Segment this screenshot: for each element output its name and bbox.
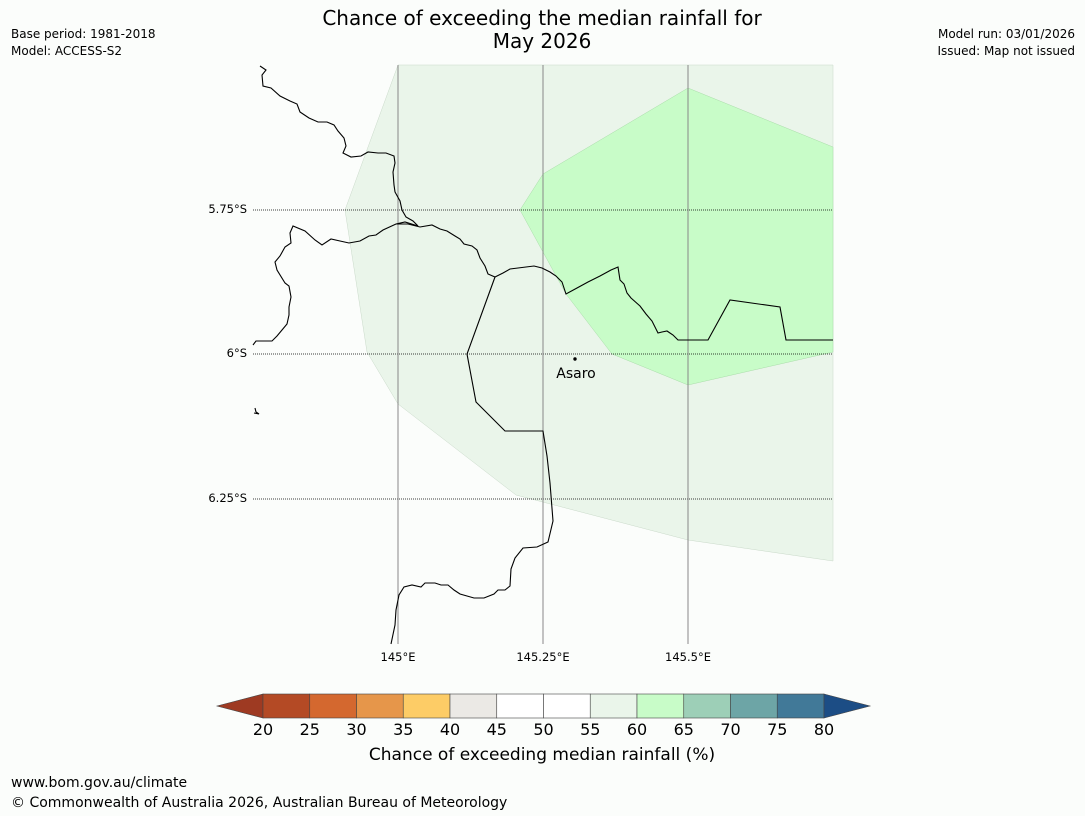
lat-label-575: 5.75°S — [208, 202, 247, 216]
lon-label-14550: 145.5°E — [665, 650, 711, 664]
colorbar-tick-30: 30 — [346, 720, 367, 739]
meta-right: Model run: 03/01/2026 Issued: Map not is… — [937, 26, 1075, 60]
colorbar-segment-65-70 — [683, 693, 731, 719]
title-line-2: May 2026 — [492, 29, 592, 53]
colorbar-tick-60: 60 — [626, 720, 648, 739]
colorbar-extend-low — [215, 693, 264, 719]
lat-label-625: 6.25°S — [208, 491, 247, 505]
colorbar-tick-70: 70 — [720, 720, 741, 739]
asaro-marker — [573, 357, 577, 361]
footer-copyright: © Commonwealth of Australia 2026, Austra… — [11, 795, 508, 811]
chart-title: Chance of exceeding the median rainfall … — [242, 7, 842, 53]
colorbar-segment-75-80 — [776, 693, 825, 719]
lat-label-600: 6°S — [227, 346, 247, 360]
colorbar-segment-30-35 — [356, 693, 404, 719]
colorbar-segment-40-45 — [449, 693, 498, 719]
meta-left: Base period: 1981-2018 Model: ACCESS-S2 — [11, 26, 156, 60]
colorbar-tick-80: 80 — [813, 720, 835, 739]
colorbar-tick-65: 65 — [673, 720, 694, 739]
colorbar-tick-35: 35 — [393, 720, 414, 739]
base-period: Base period: 1981-2018 — [11, 27, 156, 41]
colorbar-extend-high — [823, 693, 872, 719]
colorbar-segment-20-25 — [262, 693, 311, 719]
colorbar-segment-35-40 — [402, 693, 451, 719]
colorbar — [215, 693, 872, 719]
colorbar-tick-25: 25 — [299, 720, 320, 739]
colorbar-segment-60-65 — [636, 693, 685, 719]
longitude-gridlines — [397, 65, 689, 644]
colorbar-segment-70-75 — [730, 693, 778, 719]
colorbar-tick-20: 20 — [252, 720, 274, 739]
west-fragment — [253, 407, 260, 415]
colorbar-tick-40: 40 — [439, 720, 461, 739]
colorbar-tick-50: 50 — [533, 720, 554, 739]
colorbar-segment-25-30 — [309, 693, 357, 719]
lon-label-14500: 145°E — [381, 650, 416, 664]
central-ridge — [396, 223, 833, 341]
colorbar-segment-50-55 — [543, 693, 591, 719]
lon-label-14525: 145.25°E — [516, 650, 569, 664]
model-name: Model: ACCESS-S2 — [11, 44, 123, 58]
model-run: Model run: 03/01/2026 — [937, 27, 1075, 41]
asaro-label: Asaro — [556, 366, 595, 382]
colorbar-tick-75: 75 — [767, 720, 788, 739]
coastline-boundaries — [252, 65, 833, 645]
footer-url[interactable]: www.bom.gov.au/climate — [11, 775, 188, 791]
colorbar-tick-45: 45 — [486, 720, 507, 739]
colorbar-segment-45-50 — [496, 693, 544, 719]
issued-status: Issued: Map not issued — [937, 44, 1075, 58]
southern-boundary — [390, 276, 554, 645]
title-line-1: Chance of exceeding the median rainfall … — [322, 6, 762, 30]
colorbar-tick-55: 55 — [580, 720, 601, 739]
colorbar-segment-55-60 — [589, 693, 638, 719]
colorbar-label: Chance of exceeding median rainfall (%) — [368, 745, 716, 765]
